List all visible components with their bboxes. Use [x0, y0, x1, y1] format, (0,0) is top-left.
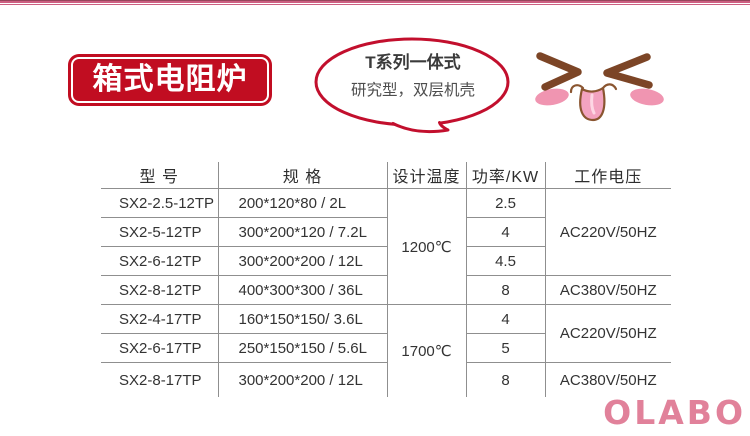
bubble-text: T系列一体式 研究型，双层机壳	[327, 52, 499, 101]
table-row: SX2-8-12TP 400*300*300 / 36L 8 AC380V/50HZ	[101, 275, 671, 305]
spec-cell: 300*200*200 / 12L	[218, 246, 388, 276]
blush-right-icon	[630, 88, 664, 106]
header-temperature: 设计温度	[387, 162, 467, 189]
header-voltage: 工作电压	[545, 162, 671, 189]
spec-cell: 400*300*300 / 36L	[218, 275, 388, 305]
model-cell: SX2-8-17TP	[101, 362, 219, 397]
temperature-cell: 1200℃	[387, 188, 467, 305]
model-cell: SX2-6-17TP	[101, 333, 219, 363]
title-badge: 箱式电阻炉	[68, 54, 272, 106]
header-power: 功率/KW	[466, 162, 546, 189]
model-cell: SX2-8-12TP	[101, 275, 219, 305]
spec-cell: 300*200*200 / 12L	[218, 362, 388, 397]
table-row: SX2-6-17TP 250*150*150 / 5.6L 5	[101, 333, 671, 363]
model-cell: SX2-6-12TP	[101, 246, 219, 276]
model-cell: SX2-2.5-12TP	[101, 188, 219, 218]
power-cell: 8	[466, 362, 546, 397]
table-row: SX2-5-12TP 300*200*120 / 7.2L 4	[101, 217, 671, 247]
temperature-cell: 1700℃	[387, 304, 467, 397]
spec-cell: 300*200*120 / 7.2L	[218, 217, 388, 247]
power-cell: 2.5	[466, 188, 546, 218]
left-eye-icon	[536, 52, 582, 91]
right-eye-icon	[603, 53, 653, 89]
model-cell: SX2-4-17TP	[101, 304, 219, 334]
bubble-series-label: T系列一体式	[365, 53, 461, 72]
voltage-cell: AC380V/50HZ	[559, 371, 657, 389]
power-cell: 5	[466, 333, 546, 363]
top-decorative-rule	[0, 0, 750, 5]
voltage-cell: AC220V/50HZ	[545, 304, 671, 363]
voltage-cell: AC220V/50HZ	[545, 188, 671, 276]
brand-logo: OLABO	[603, 393, 746, 432]
power-cell: 8	[466, 275, 546, 305]
mouth-icon	[569, 83, 618, 94]
power-cell: 4.5	[466, 246, 546, 276]
table-row: SX2-6-12TP 300*200*200 / 12L 4.5	[101, 246, 671, 276]
spec-table-body: SX2-2.5-12TP 200*120*80 / 2L 1200℃ 2.5 AC220…	[101, 188, 671, 397]
spec-table: 型 号 规 格 设计温度 功率/KW 工作电压 SX2-2.5-12TP 200*…	[101, 162, 671, 397]
table-row: SX2-8-17TP 300*200*200 / 12L 8 AC380V/50HZ	[101, 362, 671, 397]
page-title: 箱式电阻炉	[71, 57, 269, 103]
header-model: 型 号	[101, 162, 219, 189]
table-header-row: 型 号 规 格 设计温度 功率/KW 工作电压	[101, 162, 671, 189]
power-cell: 4	[466, 304, 546, 334]
spec-cell: 250*150*150 / 5.6L	[218, 333, 388, 363]
blush-left-icon	[535, 88, 569, 106]
spec-cell: 200*120*80 / 2L	[218, 188, 388, 218]
bubble-subtitle: 研究型，双层机壳	[350, 82, 475, 99]
header-spec: 规 格	[218, 162, 388, 189]
table-row: SX2-4-17TP 160*150*150/ 3.6L 1700℃ 4 AC220V/…	[101, 304, 671, 397]
tongue-crease	[590, 93, 596, 115]
bubble-tail-fill	[394, 100, 448, 132]
model-cell: SX2-5-12TP	[101, 217, 219, 247]
voltage-cell: AC380V/50HZ	[545, 275, 671, 305]
table-row: SX2-2.5-12TP 200*120*80 / 2L 1200℃ 2.5 AC220…	[101, 188, 671, 305]
bubble-tail	[391, 121, 450, 134]
power-cell: 4	[466, 217, 546, 247]
spec-cell: 160*150*150/ 3.6L	[218, 304, 388, 334]
